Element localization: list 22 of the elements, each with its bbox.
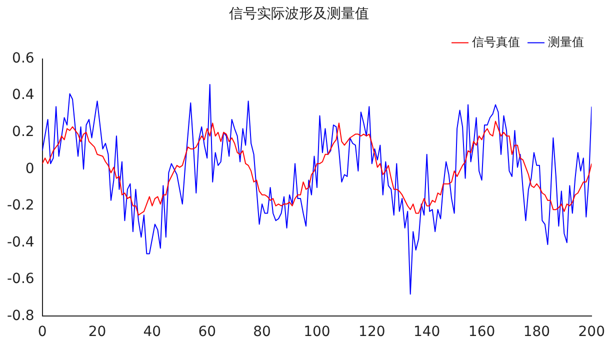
x-tick-label: 200	[578, 324, 606, 340]
x-tick-label: 160	[468, 324, 496, 340]
y-tick-label: -0.4	[6, 234, 34, 250]
legend-label: 信号真值	[472, 34, 520, 49]
x-tick-label: 140	[413, 324, 440, 340]
x-tick-label: 40	[143, 324, 162, 340]
x-tick-label: 0	[38, 324, 47, 340]
x-tick-label: 120	[358, 324, 386, 340]
y-tick-label: -0.2	[6, 198, 34, 214]
legend-label: 测量值	[548, 34, 584, 49]
x-tick-label: 60	[198, 324, 216, 340]
x-tick-label: 100	[304, 324, 330, 340]
y-tick-label: 0.2	[12, 124, 34, 140]
y-tick-label: 0.4	[12, 87, 34, 104]
chart-title: 信号实际波形及测量值	[229, 6, 369, 22]
y-tick-label: -0.8	[6, 308, 34, 324]
x-tick-label: 20	[88, 324, 106, 340]
x-tick-label: 80	[253, 324, 271, 340]
x-tick-label: 180	[523, 324, 550, 340]
y-tick-label: 0.6	[12, 50, 34, 66]
y-tick-label: 0	[25, 160, 34, 177]
y-tick-label: -0.6	[6, 271, 34, 288]
